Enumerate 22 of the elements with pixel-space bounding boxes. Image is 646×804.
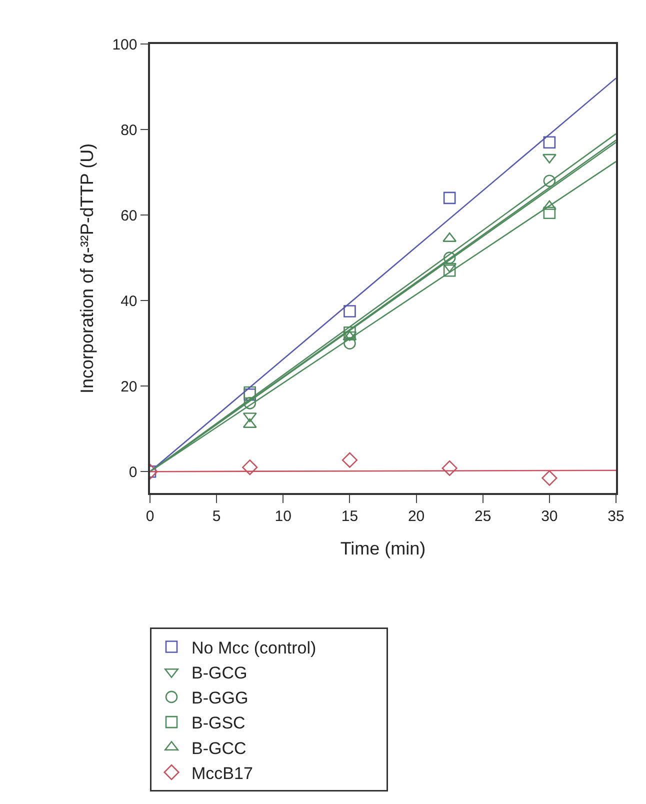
x-tick-label: 20 [408, 508, 425, 525]
y-tick-label: 100 [112, 36, 138, 54]
x-tick-label: 15 [341, 508, 358, 525]
x-tick-label: 35 [608, 508, 624, 525]
legend-label: B-GSC [192, 714, 246, 733]
x-axis-title: Time (min) [340, 538, 426, 558]
x-tick-label: 5 [212, 508, 221, 525]
x-tick-label: 10 [274, 508, 292, 525]
legend-label: MccB17 [192, 764, 253, 783]
y-tick-label: 80 [120, 122, 138, 139]
legend-label: B-GCG [192, 663, 248, 682]
legend-label: B-GGG [192, 688, 248, 708]
x-tick-label: 25 [474, 508, 492, 525]
y-tick-label: 20 [120, 378, 138, 396]
y-axis-title: Incorporation of α-³²P-dTTP (U) [76, 143, 97, 394]
legend-label: B-GCC [192, 738, 246, 758]
x-tick-label: 30 [541, 508, 558, 525]
y-tick-label: 40 [120, 292, 138, 310]
y-tick-label: 60 [120, 207, 138, 224]
y-tick-label: 0 [128, 464, 138, 481]
x-tick-label: 0 [146, 508, 154, 525]
legend-label: No Mcc (control) [192, 638, 316, 658]
